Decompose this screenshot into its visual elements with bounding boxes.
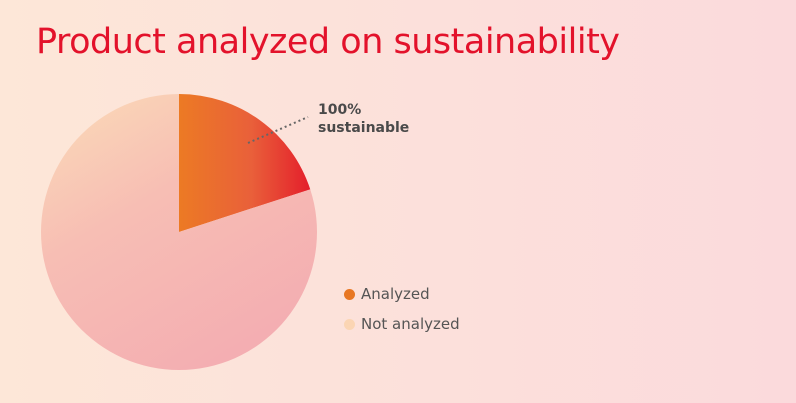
- callout-line1: 100%: [318, 102, 362, 118]
- legend-item-not-analyzed: Not analyzed: [344, 314, 460, 334]
- pie-slice-analyzed: [179, 94, 311, 232]
- chart-title: Product analyzed on sustainability: [36, 22, 620, 62]
- legend-swatch-not-analyzed: [344, 318, 355, 330]
- pie-slice-not-analyzed: [41, 94, 317, 370]
- chart-legend: Analyzed Not analyzed: [344, 284, 460, 344]
- legend-label-analyzed: Analyzed: [361, 285, 430, 303]
- legend-label-not-analyzed: Not analyzed: [361, 315, 460, 333]
- sustainable-callout: 100% sustainable: [318, 101, 409, 137]
- legend-swatch-analyzed: [344, 288, 355, 300]
- callout-line2: sustainable: [318, 120, 410, 136]
- legend-item-analyzed: Analyzed: [344, 284, 460, 304]
- callout-leader: [247, 116, 309, 144]
